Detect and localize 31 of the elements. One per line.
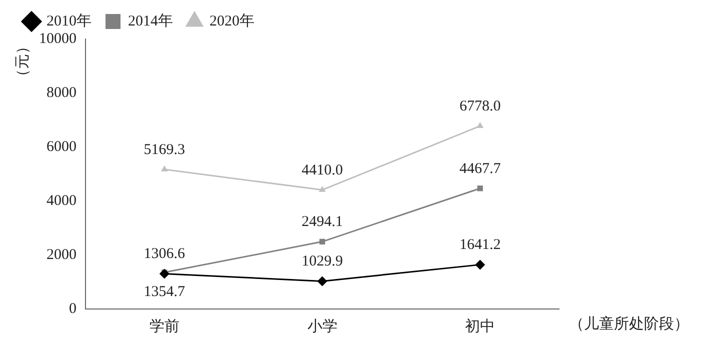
x-tick-label: 初中	[465, 318, 496, 335]
data-label: 4410.0	[302, 162, 343, 178]
y-tick-label: 0	[69, 300, 76, 317]
point	[159, 268, 170, 279]
data-label: 1641.2	[459, 237, 501, 254]
y-tick-label: 4000	[46, 192, 76, 209]
data-label: 6778.0	[459, 98, 501, 114]
point	[319, 238, 326, 244]
point	[476, 122, 484, 128]
y-tick-label: 8000	[46, 84, 76, 101]
legend-label: 2010年	[46, 12, 92, 30]
point	[160, 165, 168, 172]
data-label: 1306.6	[144, 246, 186, 262]
legend-label: 2020年	[210, 12, 254, 30]
data-label: 1354.7	[144, 284, 186, 300]
data-label: 2494.1	[302, 214, 343, 230]
data-label: 5169.3	[144, 142, 186, 158]
point	[477, 186, 483, 192]
y-axis-title: （元）	[14, 39, 31, 84]
y-tick-label: 2000	[46, 246, 76, 263]
x-tick-label: 小学	[307, 318, 338, 335]
legend-label: 2014年	[128, 12, 173, 30]
y-tick-label: 6000	[46, 138, 76, 155]
x-tick-label: 学前	[149, 318, 180, 335]
y-tick-label: 10000	[39, 30, 76, 47]
data-label: 4467.7	[459, 160, 502, 177]
data-label: 1029.9	[302, 254, 343, 270]
point	[318, 186, 326, 192]
point	[317, 276, 328, 286]
x-axis-title: （儿童所处阶段）	[569, 315, 689, 332]
point	[475, 260, 486, 270]
